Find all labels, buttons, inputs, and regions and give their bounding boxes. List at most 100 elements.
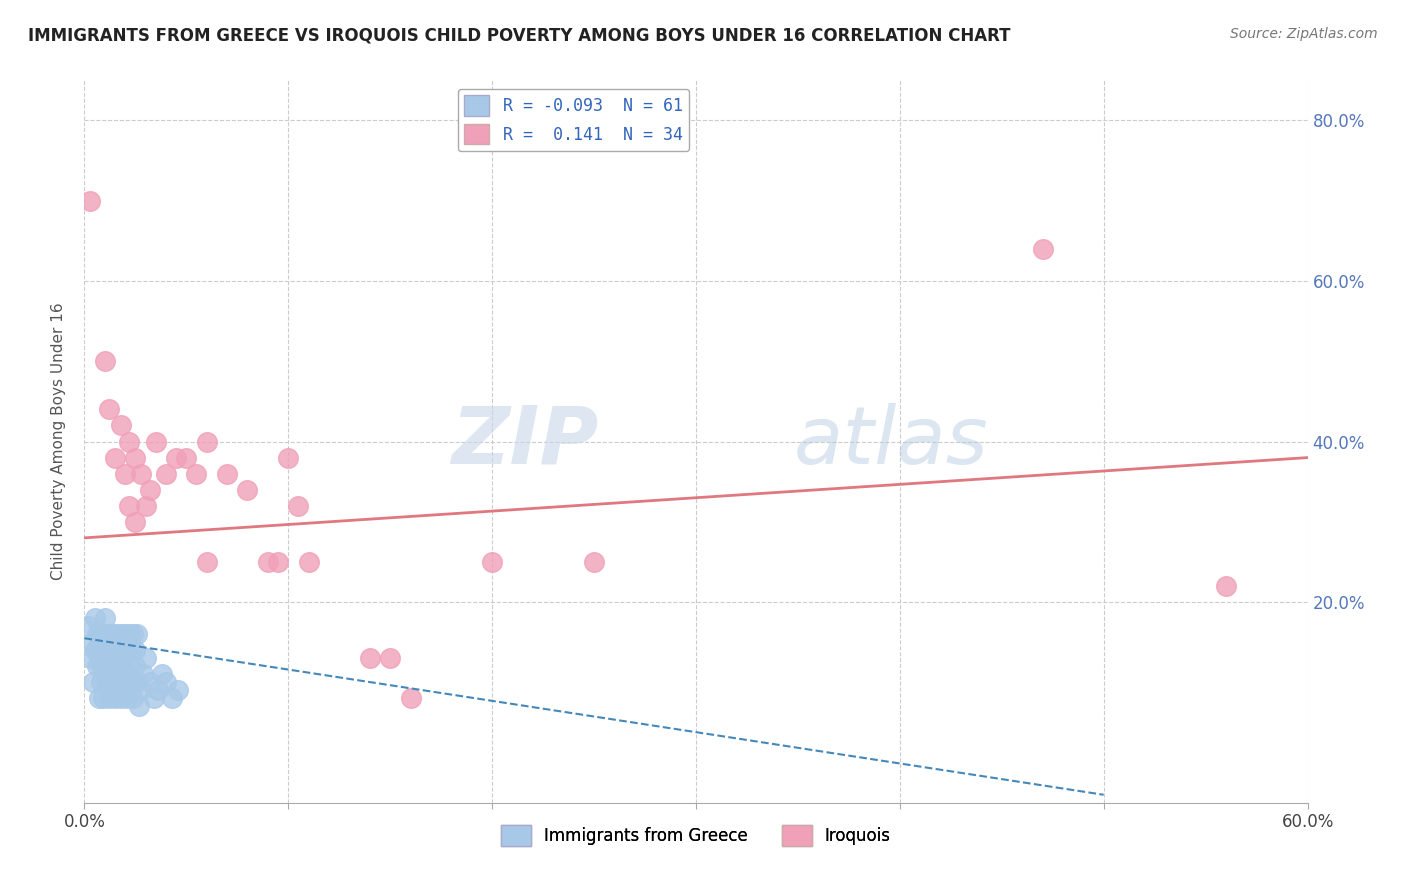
- Point: [93, 611, 115, 625]
- Point: [167, 683, 190, 698]
- Point: [122, 627, 145, 641]
- Point: [132, 667, 155, 681]
- Point: [79, 194, 101, 208]
- Text: atlas: atlas: [794, 402, 988, 481]
- Text: Source: ZipAtlas.com: Source: ZipAtlas.com: [1230, 27, 1378, 41]
- Point: [131, 467, 153, 481]
- Point: [128, 699, 150, 714]
- Point: [114, 675, 136, 690]
- Point: [135, 499, 157, 513]
- Point: [104, 643, 127, 657]
- Point: [82, 675, 104, 690]
- Point: [87, 643, 110, 657]
- Point: [110, 691, 132, 706]
- Point: [115, 691, 138, 706]
- Point: [108, 675, 131, 690]
- Point: [195, 555, 218, 569]
- Text: ZIP: ZIP: [451, 402, 598, 481]
- Point: [83, 643, 105, 657]
- Point: [298, 555, 321, 569]
- Y-axis label: Child Poverty Among Boys Under 16: Child Poverty Among Boys Under 16: [51, 302, 66, 581]
- Point: [114, 467, 136, 481]
- Point: [118, 659, 141, 673]
- Point: [93, 627, 115, 641]
- Point: [481, 555, 503, 569]
- Point: [86, 627, 108, 641]
- Point: [138, 483, 160, 497]
- Point: [83, 611, 105, 625]
- Point: [91, 643, 114, 657]
- Point: [155, 675, 177, 690]
- Point: [97, 402, 120, 417]
- Point: [142, 691, 165, 706]
- Point: [112, 659, 135, 673]
- Point: [118, 627, 141, 641]
- Point: [195, 434, 218, 449]
- Point: [583, 555, 606, 569]
- Point: [82, 635, 104, 649]
- Point: [131, 683, 153, 698]
- Point: [108, 643, 131, 657]
- Point: [97, 691, 120, 706]
- Point: [114, 627, 136, 641]
- Point: [93, 354, 115, 368]
- Point: [90, 675, 112, 690]
- Point: [1215, 579, 1237, 593]
- Point: [146, 683, 169, 698]
- Point: [1032, 242, 1054, 256]
- Point: [96, 643, 118, 657]
- Point: [124, 515, 146, 529]
- Point: [217, 467, 239, 481]
- Point: [90, 627, 112, 641]
- Point: [87, 691, 110, 706]
- Point: [399, 691, 422, 706]
- Point: [110, 418, 132, 433]
- Point: [93, 659, 115, 673]
- Point: [186, 467, 208, 481]
- Point: [90, 659, 112, 673]
- Point: [267, 555, 290, 569]
- Point: [174, 450, 197, 465]
- Point: [124, 659, 146, 673]
- Point: [79, 651, 101, 665]
- Point: [100, 643, 122, 657]
- Point: [135, 651, 157, 665]
- Point: [77, 619, 100, 633]
- Point: [145, 434, 167, 449]
- Legend: Immigrants from Greece, Iroquois: Immigrants from Greece, Iroquois: [495, 819, 897, 852]
- Point: [118, 499, 141, 513]
- Text: IMMIGRANTS FROM GREECE VS IROQUOIS CHILD POVERTY AMONG BOYS UNDER 16 CORRELATION: IMMIGRANTS FROM GREECE VS IROQUOIS CHILD…: [28, 27, 1011, 45]
- Point: [105, 627, 128, 641]
- Point: [160, 691, 183, 706]
- Point: [112, 643, 135, 657]
- Point: [150, 667, 173, 681]
- Point: [101, 675, 124, 690]
- Point: [124, 643, 146, 657]
- Point: [120, 643, 142, 657]
- Point: [110, 627, 132, 641]
- Point: [236, 483, 259, 497]
- Point: [155, 467, 177, 481]
- Point: [120, 675, 142, 690]
- Point: [105, 659, 128, 673]
- Point: [86, 659, 108, 673]
- Point: [122, 691, 145, 706]
- Point: [127, 627, 149, 641]
- Point: [359, 651, 381, 665]
- Point: [287, 499, 309, 513]
- Point: [101, 627, 124, 641]
- Point: [277, 450, 299, 465]
- Point: [100, 659, 122, 673]
- Point: [115, 643, 138, 657]
- Point: [91, 691, 114, 706]
- Point: [118, 434, 141, 449]
- Point: [380, 651, 402, 665]
- Point: [97, 627, 120, 641]
- Point: [104, 691, 127, 706]
- Point: [127, 675, 149, 690]
- Point: [104, 450, 127, 465]
- Point: [138, 675, 160, 690]
- Point: [165, 450, 187, 465]
- Point: [124, 450, 146, 465]
- Point: [96, 675, 118, 690]
